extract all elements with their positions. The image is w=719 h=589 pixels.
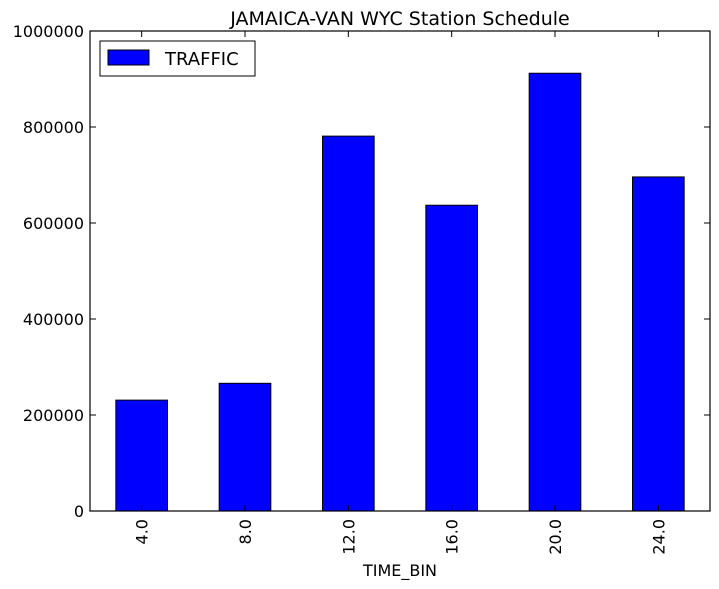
bars-group	[115, 72, 685, 512]
x-tick-label: 20.0	[546, 519, 565, 555]
x-axis-label: TIME_BIN	[362, 561, 437, 581]
bar-4.0	[115, 399, 169, 512]
plot-frame	[89, 30, 711, 512]
x-tick-label: 12.0	[339, 519, 358, 555]
y-axis: 0 200000 400000 600000 800000 1000000	[13, 22, 710, 521]
x-tick-label: 4.0	[133, 519, 152, 544]
y-tick-label: 800000	[23, 118, 84, 137]
y-tick-label: 200000	[23, 406, 84, 425]
bar-12.0	[322, 135, 375, 512]
bar-8.0	[218, 382, 272, 512]
y-tick-label: 600000	[23, 214, 84, 233]
bar-20.0	[528, 72, 582, 512]
legend: TRAFFIC	[99, 40, 256, 77]
x-axis: 4.0 8.0 12.0 16.0 20.0 24.0	[133, 31, 668, 555]
x-tick-label: 8.0	[236, 519, 255, 544]
bar-24.0	[632, 176, 685, 512]
x-tick-label: 24.0	[649, 519, 668, 555]
chart-title: JAMAICA-VAN WYC Station Schedule	[229, 8, 569, 30]
legend-swatch	[107, 49, 150, 66]
y-tick-label: 1000000	[13, 22, 84, 41]
bar-16.0	[425, 204, 479, 512]
y-tick-label: 400000	[23, 310, 84, 329]
y-tick-label: 0	[74, 502, 84, 521]
legend-label: TRAFFIC	[164, 49, 239, 70]
x-tick-label: 16.0	[443, 519, 462, 555]
